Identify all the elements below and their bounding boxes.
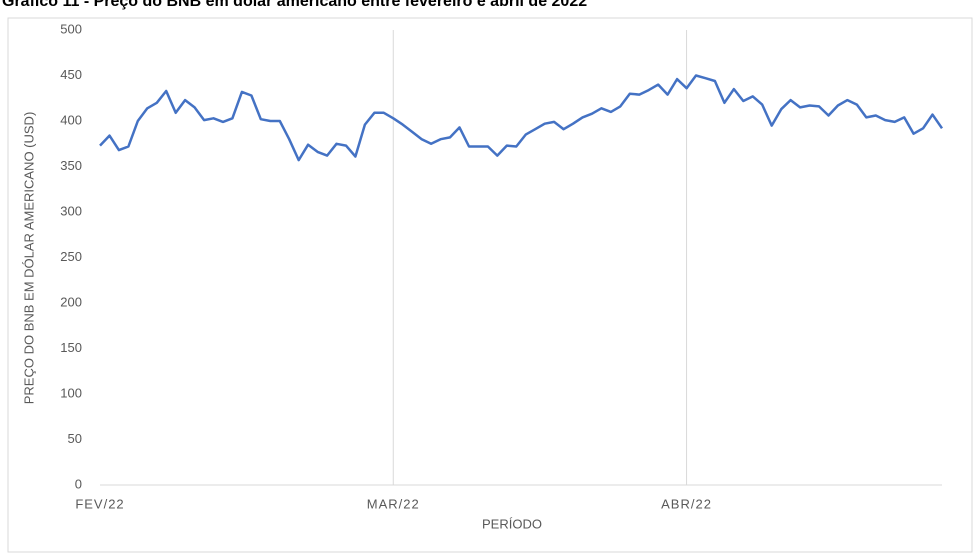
x-tick-label: ABR/22 xyxy=(661,496,712,511)
y-axis-title: PREÇO DO BNB EM DÓLAR AMERICANO (USD) xyxy=(21,112,36,405)
x-tick-label: MAR/22 xyxy=(367,496,420,511)
chart-title: Gráfico 11 - Preço do BNB em dólar ameri… xyxy=(2,0,587,10)
y-tick-label: 0 xyxy=(75,476,82,491)
y-tick-label: 100 xyxy=(60,385,82,400)
y-tick-label: 250 xyxy=(60,249,82,264)
x-tick-label: FEV/22 xyxy=(75,496,124,511)
y-tick-label: 150 xyxy=(60,340,82,355)
line xyxy=(99,74,944,162)
x-axis-title: PERÍODO xyxy=(482,516,542,531)
y-tick-label: 450 xyxy=(60,67,82,82)
chart-border xyxy=(7,17,973,553)
y-tick-label: 200 xyxy=(60,294,82,309)
y-tick-label: 500 xyxy=(60,21,82,36)
y-tick-label: 400 xyxy=(60,112,82,127)
y-tick-label: 350 xyxy=(60,158,82,173)
y-tick-label: 300 xyxy=(60,203,82,218)
y-tick-label: 50 xyxy=(68,431,82,446)
